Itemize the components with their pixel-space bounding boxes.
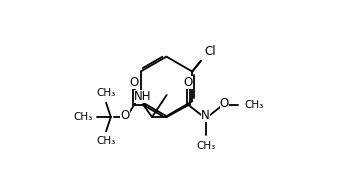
Text: O: O [130,76,139,89]
Text: Cl: Cl [204,45,215,58]
Text: O: O [219,97,229,110]
Text: CH₃: CH₃ [73,112,93,122]
Text: NH: NH [134,90,151,103]
Text: O: O [120,109,130,122]
Text: Cl: Cl [204,45,216,57]
Text: N: N [201,109,210,122]
Text: CH₃: CH₃ [96,136,116,146]
Text: O: O [184,76,193,89]
Text: CH₃: CH₃ [96,88,116,98]
Text: CH₃: CH₃ [244,100,263,110]
Text: CH₃: CH₃ [196,141,215,151]
